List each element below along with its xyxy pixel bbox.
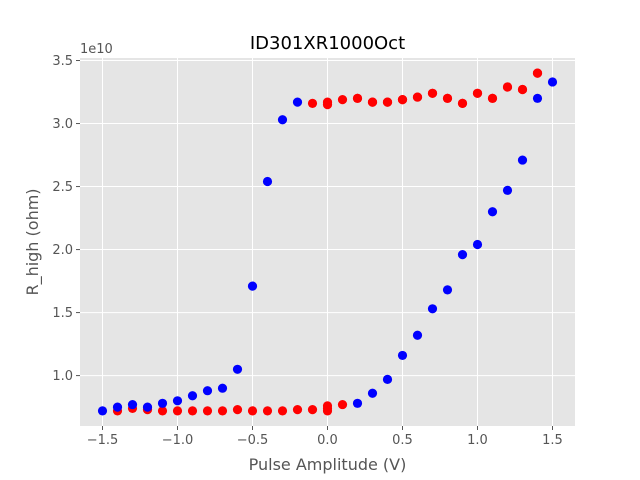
data-point [322, 401, 333, 411]
x-axis-label: Pulse Amplitude (V) [249, 455, 407, 474]
data-point [502, 82, 513, 92]
data-point [442, 285, 453, 295]
data-point [202, 406, 213, 416]
x-tick-label: −0.5 [237, 433, 269, 448]
data-point [277, 406, 288, 416]
data-point [307, 98, 318, 108]
x-tick-label: 1.0 [467, 433, 488, 448]
data-point [112, 402, 123, 412]
data-point [187, 391, 198, 401]
y-axis-label: R_high (ohm) [23, 188, 43, 295]
data-point [187, 406, 198, 416]
y-tick-label: 2.0 [52, 243, 73, 258]
y-tick-label: 2.5 [52, 180, 73, 195]
data-point [502, 185, 513, 195]
y-offset-label: 1e10 [80, 42, 113, 57]
data-point [367, 97, 378, 107]
data-point [397, 94, 408, 105]
data-point [337, 399, 348, 410]
series-0 [112, 68, 543, 416]
data-point [397, 350, 408, 361]
data-point [142, 402, 153, 412]
data-point [322, 97, 333, 107]
data-point [277, 115, 288, 125]
data-point [247, 281, 258, 291]
data-point [547, 77, 558, 87]
x-tick-label: 0.5 [392, 433, 413, 448]
data-point [292, 405, 303, 415]
data-point [442, 93, 453, 103]
data-point [472, 239, 483, 250]
data-point [217, 406, 228, 416]
data-point [517, 155, 528, 165]
data-point [157, 406, 168, 416]
x-axis-ticks: −1.5 −1.0 −0.5 0.0 0.5 1.0 1.5 [87, 426, 563, 448]
data-point [382, 374, 393, 384]
data-point [157, 398, 168, 408]
data-point [127, 399, 138, 410]
data-point [262, 406, 273, 416]
y-axis-ticks: 1.0 1.5 2.0 2.5 3.0 3.5 [52, 54, 80, 384]
data-point [232, 405, 243, 415]
data-point [232, 364, 243, 374]
chart-title: ID301XR1000Oct [250, 33, 405, 54]
x-tick-label: 0.0 [317, 433, 338, 448]
data-points [97, 68, 558, 416]
data-point [217, 383, 228, 393]
grid [80, 58, 575, 426]
data-point [247, 406, 258, 416]
data-point [487, 93, 498, 103]
data-point [352, 398, 363, 408]
data-point [292, 97, 303, 107]
data-point [367, 388, 378, 398]
data-point [307, 405, 318, 415]
data-point [382, 97, 393, 107]
data-point [472, 88, 483, 98]
data-point [172, 396, 183, 406]
y-tick-label: 3.0 [52, 117, 73, 132]
data-point [487, 207, 498, 217]
data-point [352, 93, 363, 103]
y-tick-label: 1.5 [52, 306, 73, 321]
series-1 [97, 77, 558, 416]
y-tick-label: 1.0 [52, 369, 73, 384]
data-point [457, 250, 468, 260]
data-point [97, 406, 108, 416]
data-point [457, 98, 468, 108]
data-point [517, 84, 528, 95]
x-tick-label: −1.0 [162, 433, 194, 448]
x-tick-label: −1.5 [87, 433, 119, 448]
y-tick-label: 3.5 [52, 54, 73, 69]
data-point [427, 304, 438, 314]
data-point [532, 68, 543, 78]
data-point [532, 93, 543, 103]
data-point [202, 386, 213, 396]
data-point [412, 92, 423, 102]
data-point [412, 330, 423, 340]
data-point [172, 406, 183, 416]
data-point [427, 88, 438, 98]
data-point [337, 94, 348, 105]
x-tick-label: 1.5 [542, 433, 563, 448]
data-point [262, 176, 273, 187]
